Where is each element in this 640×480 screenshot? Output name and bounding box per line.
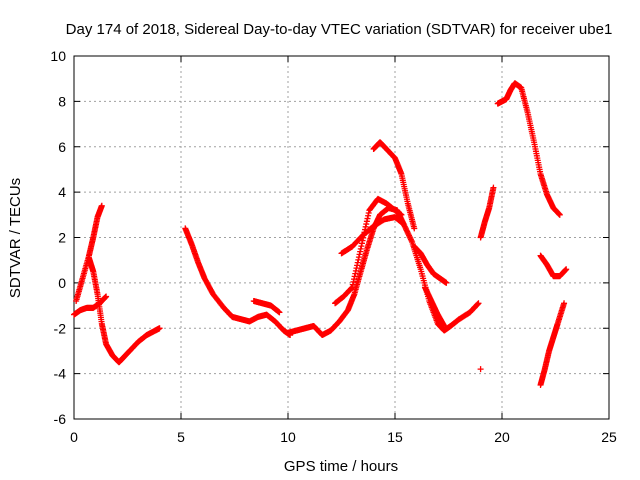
series-seg3 (71, 293, 110, 318)
series-seg4 (182, 225, 294, 339)
series-seg14 (494, 80, 563, 218)
series-seg10 (411, 243, 450, 286)
y-tick-label: -4 (54, 366, 67, 382)
grid (74, 56, 609, 419)
y-tick-label: 8 (58, 93, 66, 109)
series-seg11 (421, 284, 448, 329)
y-tick-label: -6 (54, 411, 67, 427)
data-point (398, 211, 405, 218)
data-points (71, 80, 570, 388)
series-seg6 (285, 205, 407, 339)
series-seg8 (338, 214, 482, 334)
chart-title: Day 174 of 2018, Sidereal Day-to-day VTE… (66, 21, 613, 38)
y-tick-label: -2 (54, 320, 67, 336)
data-point (563, 266, 570, 273)
data-point (98, 202, 105, 209)
x-tick-label: 0 (70, 429, 78, 445)
y-axis-label: SDTVAR / TECUs (7, 178, 24, 298)
series-seg16 (537, 300, 568, 388)
data-point (443, 279, 450, 286)
data-point (477, 366, 484, 373)
y-tick-label: 10 (50, 48, 66, 64)
series-seg12 (477, 184, 497, 241)
series-seg13 (477, 366, 484, 373)
series-seg15 (537, 252, 570, 280)
x-tick-label: 25 (601, 429, 617, 445)
data-point (475, 300, 482, 307)
y-tick-label: 4 (58, 184, 66, 200)
data-point (156, 325, 163, 332)
series-seg5 (250, 298, 283, 316)
axis-ticks: 0 5 10 15 20 25 -6 -4 -2 0 2 4 6 8 10 (50, 48, 617, 445)
y-tick-label: 0 (58, 275, 66, 291)
y-tick-label: 6 (58, 139, 66, 155)
x-tick-label: 20 (494, 429, 510, 445)
data-point (561, 300, 568, 307)
series-seg2 (85, 254, 163, 366)
x-tick-label: 10 (280, 429, 296, 445)
data-point (490, 184, 497, 191)
data-point (411, 225, 418, 232)
data-point (441, 322, 448, 329)
x-axis-label: GPS time / hours (284, 458, 398, 475)
series-seg1 (73, 202, 105, 305)
data-point (276, 309, 283, 316)
data-point (103, 293, 110, 300)
x-tick-label: 15 (387, 429, 403, 445)
data-point (556, 211, 563, 218)
series-seg7 (332, 195, 405, 307)
series-seg9 (370, 139, 418, 232)
x-tick-label: 5 (177, 429, 185, 445)
y-tick-label: 2 (58, 230, 66, 246)
